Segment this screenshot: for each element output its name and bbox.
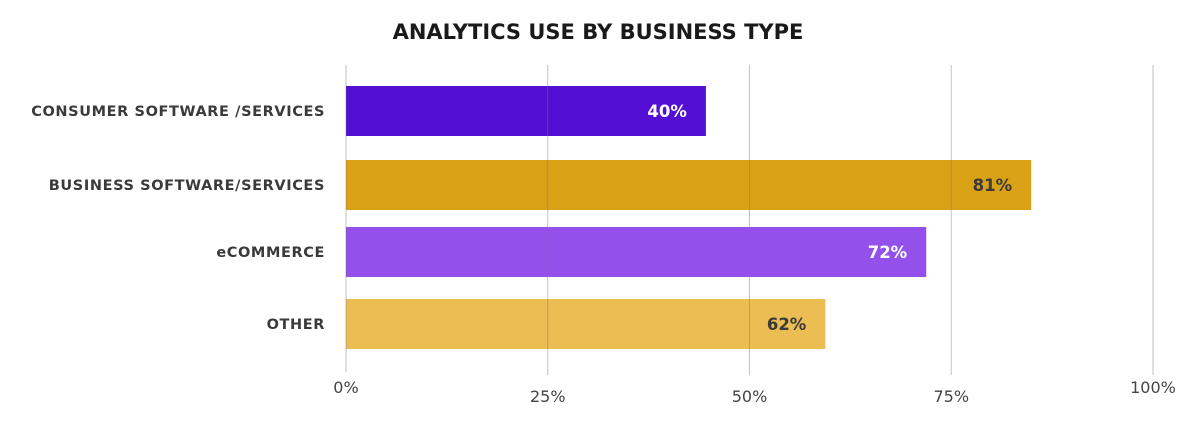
category-label: CONSUMER SOFTWARE /SERVICES xyxy=(31,104,325,120)
x-tick-label: 25% xyxy=(530,387,566,406)
x-tick-label: 100% xyxy=(1130,378,1176,397)
data-label: 40% xyxy=(647,102,687,121)
x-tick-label: 0% xyxy=(333,378,358,397)
data-label: 81% xyxy=(973,176,1013,195)
data-label: 72% xyxy=(868,243,908,262)
category-label: OTHER xyxy=(267,317,325,333)
x-tick-label: 50% xyxy=(732,387,768,406)
data-label: 62% xyxy=(767,315,807,334)
bar xyxy=(346,299,826,349)
category-label: eCOMMERCE xyxy=(216,245,325,261)
bar xyxy=(346,227,927,277)
category-label: BUSINESS SOFTWARE/SERVICES xyxy=(49,178,325,194)
x-tick-label: 75% xyxy=(933,387,969,406)
bar xyxy=(346,160,1032,210)
bar xyxy=(346,86,706,136)
chart-title: ANALYTICS USE BY BUSINESS TYPE xyxy=(393,20,804,44)
